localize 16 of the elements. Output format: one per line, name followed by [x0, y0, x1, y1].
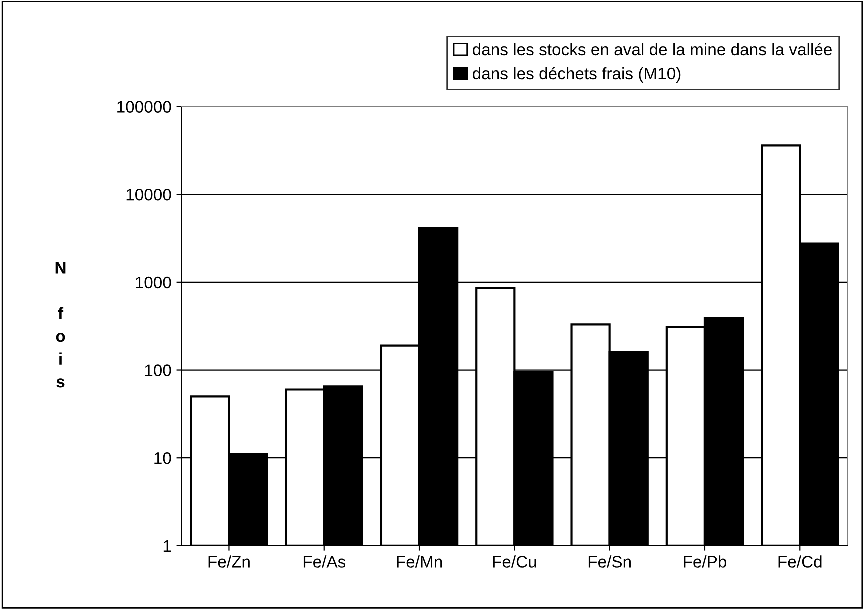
y-tick-label: 1 — [164, 540, 172, 552]
y-tick-label: 100000 — [118, 101, 172, 113]
text: N fois — [56, 262, 66, 388]
x-tick-label: Fe/Pb — [684, 556, 727, 568]
x-tick-label: Fe/As — [304, 556, 346, 568]
x-tick-label: Fe/Sn — [588, 556, 631, 568]
y-tick-label: 1000 — [136, 276, 172, 289]
x-tick-label: Fe/Mn — [397, 556, 442, 568]
x-tick-label: Fe/Zn — [208, 556, 250, 568]
x-tick-label: Fe/Cd — [778, 556, 822, 568]
y-tick-label: 100 — [145, 364, 172, 376]
y-tick-label: 10 — [154, 452, 172, 464]
legend-label: dans les stocks en aval de la mine dans la vallée — [473, 43, 832, 56]
legend-label: dans les déchets frais (M10) — [473, 67, 681, 83]
x-tick-label: Fe/Cu — [493, 556, 536, 568]
y-tick-label: 10000 — [126, 188, 172, 201]
